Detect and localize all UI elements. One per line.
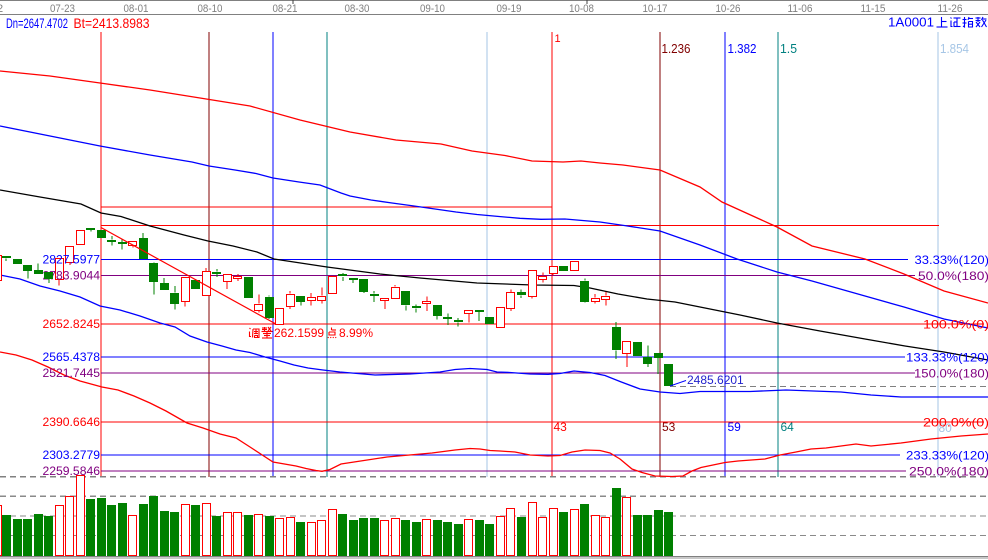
svg-text:8.99%: 8.99%	[339, 326, 373, 340]
svg-text:2: 2	[0, 3, 3, 15]
svg-text:11-15: 11-15	[861, 3, 886, 15]
svg-text:10-26: 10-26	[716, 3, 741, 15]
svg-text:150.0%(180): 150.0%(180)	[914, 367, 988, 381]
svg-text:2303.2779: 2303.2779	[43, 448, 101, 462]
svg-text:11-26: 11-26	[938, 3, 963, 15]
svg-text:100.0%(0): 100.0%(0)	[923, 318, 988, 332]
svg-text:80: 80	[939, 421, 953, 435]
svg-text:10-17: 10-17	[643, 3, 668, 15]
svg-text:09-10: 09-10	[420, 3, 445, 15]
svg-text:2485.6201: 2485.6201	[687, 373, 744, 387]
svg-text:133.33%(120): 133.33%(120)	[906, 351, 988, 365]
svg-text:10-08: 10-08	[569, 3, 594, 15]
svg-text:1.5: 1.5	[780, 41, 797, 56]
svg-text:1: 1	[555, 33, 561, 45]
svg-text:2565.4378: 2565.4378	[43, 350, 101, 364]
svg-text:Dn=2647.4702: Dn=2647.4702	[6, 15, 68, 31]
svg-text:262.1599: 262.1599	[274, 326, 324, 340]
svg-text:2259.5846: 2259.5846	[43, 464, 101, 478]
svg-text:07-23: 07-23	[50, 3, 75, 15]
svg-text:43: 43	[554, 420, 568, 434]
svg-text:50.0%(180): 50.0%(180)	[918, 269, 988, 283]
svg-text:250.0%(180): 250.0%(180)	[909, 465, 988, 479]
svg-text:2652.8245: 2652.8245	[43, 317, 101, 331]
svg-text:09-19: 09-19	[497, 3, 522, 15]
svg-text:11-06: 11-06	[788, 3, 813, 15]
svg-text:59: 59	[728, 420, 742, 434]
svg-text:2783.9044: 2783.9044	[43, 269, 101, 283]
svg-text:33.33%(120): 33.33%(120)	[915, 253, 988, 267]
svg-text:64: 64	[781, 420, 795, 434]
svg-text:Bt=2413.8983: Bt=2413.8983	[74, 15, 150, 31]
svg-text:08-10: 08-10	[198, 3, 223, 15]
svg-text:200.0%(0): 200.0%(0)	[923, 416, 988, 430]
svg-text:2390.6646: 2390.6646	[43, 415, 101, 429]
svg-text:53: 53	[662, 420, 676, 434]
svg-text:08-01: 08-01	[124, 3, 149, 15]
svg-text:233.33%(120): 233.33%(120)	[906, 449, 988, 463]
svg-text:08-21: 08-21	[273, 3, 298, 15]
svg-text:1.236: 1.236	[662, 41, 691, 56]
svg-text:2827.5977: 2827.5977	[43, 253, 101, 267]
svg-text:1.382: 1.382	[728, 41, 757, 56]
svg-text:08-30: 08-30	[345, 3, 370, 15]
svg-text:2521.7445: 2521.7445	[43, 366, 101, 380]
svg-text:1A0001: 1A0001	[888, 15, 934, 30]
svg-text:1.854: 1.854	[940, 41, 969, 56]
